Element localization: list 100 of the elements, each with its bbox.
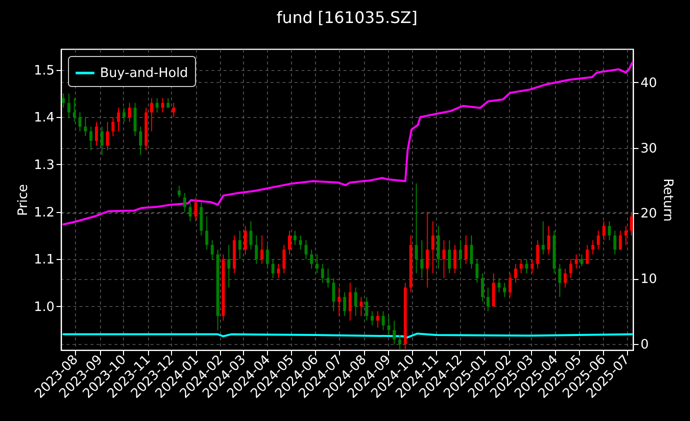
candlestick (106, 121, 109, 151)
candlestick (392, 320, 396, 345)
candlestick (271, 258, 274, 279)
y-tick-label: 1.3 (34, 158, 54, 173)
candlestick (436, 226, 440, 270)
candlestick (238, 230, 242, 260)
candlestick (458, 240, 462, 270)
y-tick-label: 1.2 (34, 205, 54, 220)
candlestick (382, 310, 385, 331)
candlestick (580, 254, 584, 267)
legend-label: Buy-and-Hold (100, 66, 188, 81)
candlestick (613, 230, 616, 255)
candlestick (574, 254, 578, 270)
candlestick (139, 126, 142, 156)
candlestick (630, 211, 633, 236)
candlestick (558, 263, 562, 298)
candlestick (365, 296, 368, 322)
candlestick (398, 334, 402, 350)
candlestick (326, 268, 330, 288)
candlestick (464, 234, 468, 264)
y2-tick-label: 30 (640, 141, 658, 156)
candlestick (227, 244, 230, 288)
y2-tick-label: 0 (640, 338, 649, 353)
candlestick (569, 258, 572, 279)
y2-axis-title: Return (660, 178, 676, 222)
chart-title: fund [161035.SZ] (276, 8, 418, 27)
candlestick (62, 92, 65, 108)
candlestick (210, 240, 214, 260)
candlestick (156, 98, 159, 113)
candlestick (547, 226, 550, 255)
candlestick (94, 121, 98, 146)
candlestick (161, 98, 164, 113)
candlestick (354, 287, 358, 316)
candlestick (89, 126, 92, 151)
y2-tick-label: 40 (640, 76, 658, 91)
candlestick (304, 240, 308, 260)
y2-tick-label: 20 (640, 206, 658, 222)
candlestick (254, 234, 258, 264)
candlestick (205, 216, 208, 250)
y-tick-label: 1.4 (34, 110, 54, 126)
candlestick (316, 254, 319, 274)
candlestick (112, 116, 114, 137)
candlestick (536, 240, 540, 270)
candlestick (498, 278, 501, 293)
candlestick (150, 98, 154, 132)
candlestick (470, 234, 473, 270)
candlestick (348, 282, 352, 322)
candlestick (194, 197, 198, 222)
candlestick (453, 244, 456, 274)
candlestick (370, 310, 374, 326)
y2-tick-label: 10 (640, 272, 658, 288)
candlestick (503, 282, 506, 298)
candlestick (624, 226, 628, 246)
candlestick (122, 107, 126, 122)
candlestick (476, 258, 478, 284)
candlestick (486, 287, 490, 312)
candlestick (448, 240, 451, 274)
candlestick (431, 220, 434, 274)
candlestick (128, 102, 132, 122)
candlestick (586, 244, 589, 264)
candlestick (608, 220, 611, 241)
candlestick (387, 315, 390, 336)
candlestick (591, 240, 594, 255)
y-tick-label: 1.1 (34, 252, 54, 268)
candlestick (442, 240, 446, 279)
candlestick (338, 287, 341, 316)
candlestick (183, 192, 186, 212)
candlestick (596, 230, 600, 250)
candlestick (481, 272, 484, 302)
candlestick (426, 211, 429, 288)
candlestick (525, 258, 528, 274)
candlestick (376, 310, 380, 328)
candlestick (134, 102, 137, 137)
candlestick (67, 92, 70, 118)
candlestick (294, 230, 296, 246)
candlestick (100, 126, 104, 156)
candlestick (249, 220, 252, 250)
candlestick (178, 185, 181, 198)
candlestick (282, 244, 286, 274)
candlestick (564, 268, 567, 288)
candlestick (188, 202, 192, 222)
candlestick (200, 202, 203, 236)
candlestick (332, 278, 336, 312)
candlestick (266, 244, 269, 270)
candlestick (321, 263, 324, 284)
candlestick (420, 240, 424, 279)
candlestick (172, 102, 176, 118)
y-tick-label: 1.5 (34, 63, 54, 78)
candlestick (542, 220, 545, 255)
candlestick (343, 292, 346, 316)
candlestick (508, 272, 512, 298)
candlestick (260, 234, 264, 264)
y-tick-label: 1.0 (34, 300, 54, 315)
candlestick (602, 220, 606, 241)
candlestick (514, 263, 518, 284)
candlestick (492, 272, 496, 307)
candlestick (276, 263, 280, 279)
candlestick (244, 226, 247, 255)
candlestick (288, 230, 291, 255)
candlestick (360, 296, 363, 316)
